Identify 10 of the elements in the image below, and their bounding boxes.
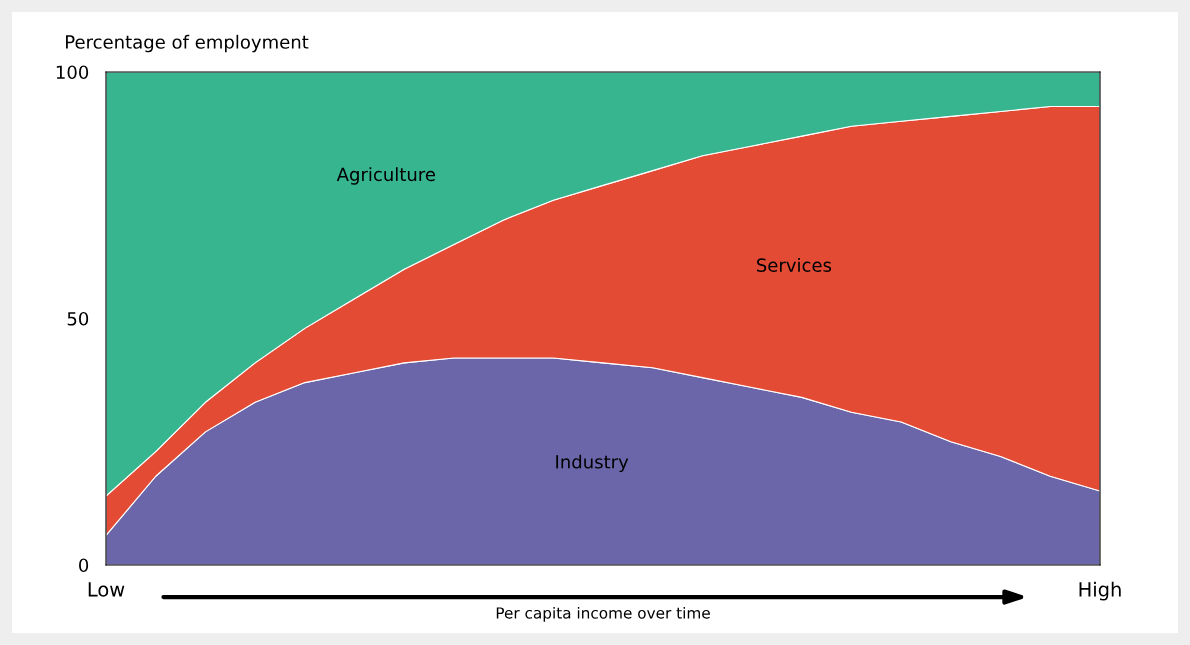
y-tick-label: 50 xyxy=(67,311,89,326)
y-axis-title: Percentage of employment xyxy=(66,34,309,53)
x-tick-label: High xyxy=(1079,581,1121,601)
series-label: Industry xyxy=(556,454,629,473)
x-axis-title: Per capita income over time xyxy=(496,606,710,622)
y-tick-label: 100 xyxy=(56,65,89,80)
x-tick-label: Low xyxy=(88,582,125,597)
series-label: Agriculture xyxy=(336,167,435,185)
y-tick-label: 0 xyxy=(79,558,89,573)
series-label: Services xyxy=(757,258,832,272)
